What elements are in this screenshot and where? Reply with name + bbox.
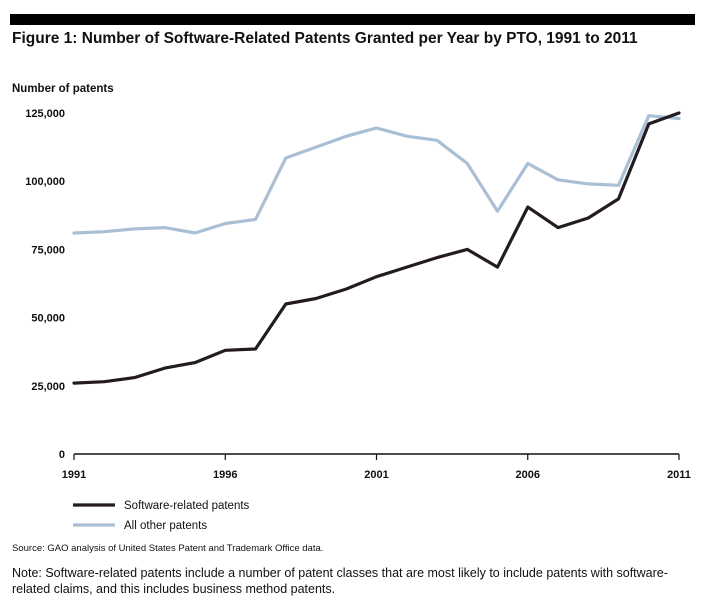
line-chart: 0 25,000 50,000 75,000 100,000 125,000 1991 199… [25, 108, 691, 532]
source-note: Source: GAO analysis of United States Pa… [12, 543, 324, 554]
y-tick-label: 125,000 [25, 108, 65, 120]
y-tick-label: 25,000 [31, 381, 65, 393]
y-tick-label: 50,000 [31, 313, 65, 325]
x-tick-label: 1996 [213, 469, 237, 481]
series-line-software-related [72, 111, 681, 385]
x-tick-label: 1991 [62, 469, 86, 481]
legend-label-all-other: All other patents [124, 520, 207, 532]
x-tick-label: 2006 [516, 469, 540, 481]
x-tick-label: 2001 [364, 469, 388, 481]
y-tick-label: 100,000 [25, 176, 65, 188]
footnote: Note: Software-related patents include a… [12, 566, 668, 596]
x-tick-label: 2011 [667, 469, 691, 481]
chart-title: Figure 1: Number of Software-Related Pat… [12, 30, 638, 47]
y-axis-label: Number of patents [12, 83, 114, 95]
y-tick-label: 0 [59, 449, 65, 461]
series-line-all-other [72, 114, 681, 235]
legend-label-software-related: Software-related patents [124, 500, 250, 512]
y-tick-label: 75,000 [31, 244, 65, 256]
header-rule [10, 14, 695, 25]
